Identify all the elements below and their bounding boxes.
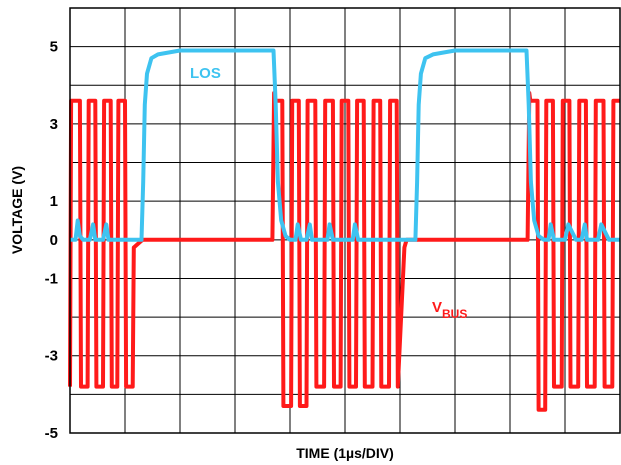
vbus-series-line <box>68 91 620 412</box>
y-tick-label: -1 <box>45 270 58 287</box>
los-series-line <box>70 48 620 242</box>
y-axis-title: VOLTAGE (V) <box>9 166 25 254</box>
y-tick-labels: 5 3 1 0 -1 -3 -5 <box>45 39 58 442</box>
y-tick-label: -3 <box>45 348 58 365</box>
y-tick-label: 1 <box>50 193 58 210</box>
vbus-label-sub: BUS <box>442 307 467 321</box>
y-tick-label: -5 <box>45 425 58 442</box>
x-axis-title: TIME (1µs/DIV) <box>296 445 394 461</box>
y-tick-label: 5 <box>50 39 58 56</box>
y-tick-label: 3 <box>50 116 58 133</box>
y-tick-label: 0 <box>50 232 58 249</box>
los-series-label: LOS <box>190 65 221 82</box>
plot-frame <box>69 7 621 434</box>
vbus-label-main: V <box>432 299 442 316</box>
vbus-series-label: VBUS <box>432 299 467 321</box>
series-layer <box>68 48 620 412</box>
